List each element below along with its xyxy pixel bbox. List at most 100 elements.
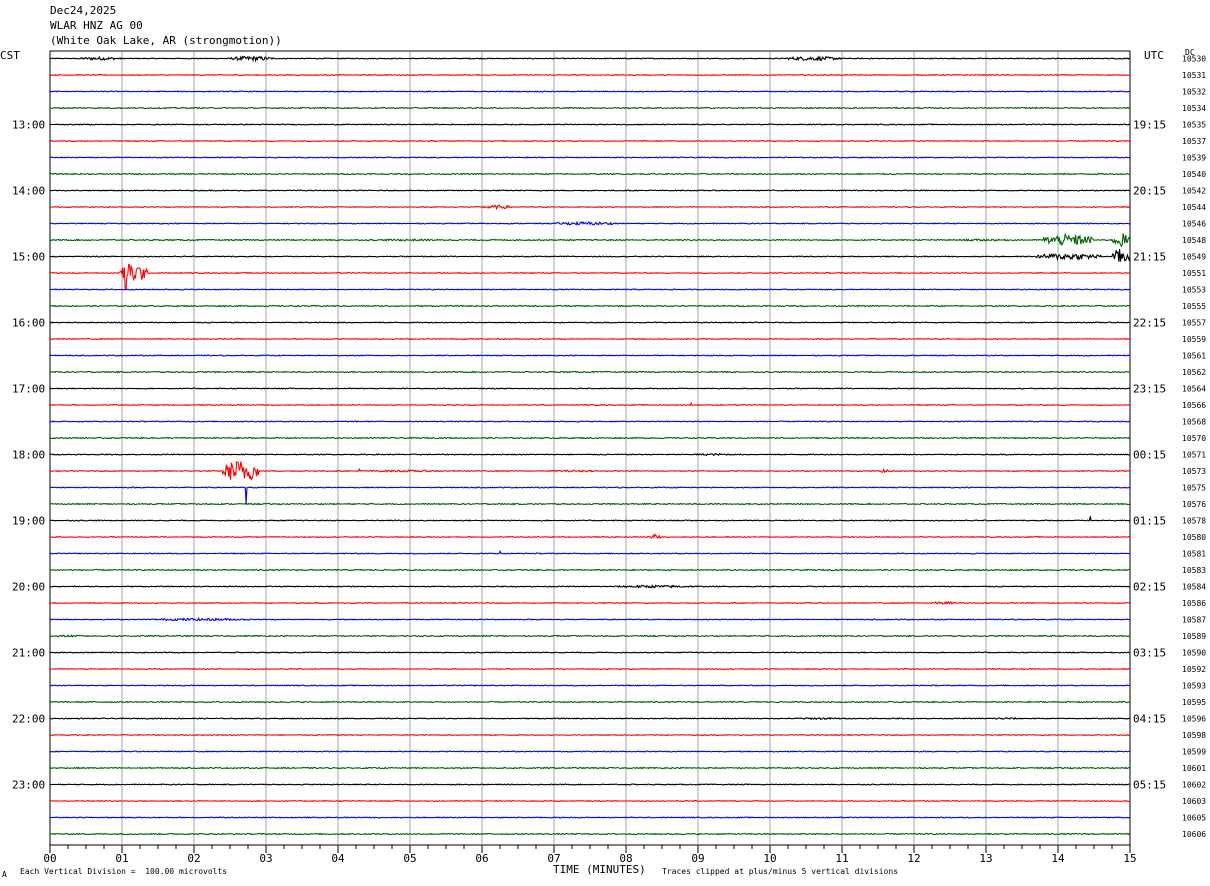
trace-line — [49, 354, 1131, 357]
dc-offset-label: 10598 — [1182, 731, 1206, 740]
utc-hour-label: 00:15 — [1133, 449, 1166, 462]
utc-hour-label: 03:15 — [1133, 647, 1166, 660]
x-tick-label: 15 — [1123, 852, 1136, 865]
trace-line — [49, 600, 1131, 606]
trace-line — [49, 502, 1131, 506]
dc-offset-label: 10595 — [1182, 698, 1206, 707]
trace-line — [49, 420, 1131, 423]
trace-line — [49, 321, 1130, 324]
utc-hour-label: 05:15 — [1133, 779, 1166, 792]
utc-label: UTC — [1144, 49, 1164, 62]
dc-offset-label: 10578 — [1182, 517, 1206, 526]
x-tick-label: 01 — [115, 852, 128, 865]
trace-line — [49, 55, 1131, 63]
dc-offset-label: 10540 — [1182, 170, 1206, 179]
cst-hour-label: 16:00 — [12, 317, 45, 330]
trace-line — [49, 799, 1131, 803]
dc-offset-label: 10571 — [1182, 451, 1206, 460]
trace-line — [49, 172, 1131, 176]
trace-line — [50, 249, 1131, 262]
trace-line — [49, 634, 1131, 638]
trace-line — [49, 766, 1131, 770]
dc-label: DC — [1185, 48, 1195, 57]
utc-hour-label: 21:15 — [1133, 251, 1166, 264]
dc-offset-label: 10573 — [1182, 467, 1206, 476]
dc-offset-label: 10580 — [1182, 533, 1206, 542]
x-tick-label: 12 — [907, 852, 920, 865]
dc-offset-label: 10539 — [1182, 154, 1206, 163]
dc-offset-label: 10596 — [1182, 715, 1206, 724]
dc-offset-label: 10551 — [1182, 269, 1206, 278]
station-id: WLAR HNZ AG 00 — [50, 19, 143, 32]
dc-offset-label: 10544 — [1182, 203, 1206, 212]
dc-offset-label: 10593 — [1182, 682, 1206, 691]
trace-line — [49, 436, 1131, 440]
trace-line — [49, 337, 1131, 341]
dc-offset-label: 10534 — [1182, 104, 1206, 113]
trace-line — [49, 486, 1130, 504]
trace-line — [49, 452, 1131, 457]
trace-line — [49, 232, 1131, 248]
cst-hour-label: 22:00 — [12, 713, 45, 726]
station-location: (White Oak Lake, AR (strongmotion)) — [50, 34, 282, 47]
dc-offset-label: 10587 — [1182, 616, 1206, 625]
dc-offset-label: 10530 — [1182, 55, 1206, 64]
trace-line — [49, 700, 1131, 704]
x-tick-label: 04 — [331, 852, 345, 865]
dc-offset-label: 10531 — [1182, 71, 1206, 80]
dc-offset-label: 10568 — [1182, 418, 1206, 427]
trace-line — [49, 549, 1131, 555]
dc-offset-label: 10557 — [1182, 319, 1206, 328]
trace-line — [49, 584, 1131, 589]
trace-line — [50, 816, 1131, 819]
dc-offset-label: 10581 — [1182, 550, 1206, 559]
dc-offset-label: 10555 — [1182, 302, 1206, 311]
trace-line — [49, 370, 1130, 374]
dc-offset-label: 10564 — [1182, 385, 1206, 394]
trace-line — [49, 263, 1131, 290]
x-axis-title: TIME (MINUTES) — [553, 863, 646, 876]
dc-offset-label: 10603 — [1182, 797, 1206, 806]
cst-hour-label: 17:00 — [12, 383, 45, 396]
dc-offset-label: 10559 — [1182, 335, 1206, 344]
dc-offset-label: 10562 — [1182, 368, 1206, 377]
utc-hour-label: 02:15 — [1133, 581, 1166, 594]
x-tick-label: 03 — [259, 852, 272, 865]
dc-offset-label: 10599 — [1182, 748, 1206, 757]
x-tick-label: 11 — [835, 852, 848, 865]
scale-note: Each Vertical Division = 100.00 microvol… — [20, 867, 228, 876]
dc-offset-label: 10575 — [1182, 484, 1206, 493]
cst-label: CST — [0, 49, 20, 62]
plot-date: Dec24,2025 — [50, 4, 117, 17]
utc-hour-label: 01:15 — [1133, 515, 1166, 528]
trace-line — [49, 684, 1131, 687]
dc-offset-label: 10549 — [1182, 253, 1206, 262]
dc-offset-label: 10546 — [1182, 220, 1206, 229]
dc-offset-label: 10566 — [1182, 401, 1206, 410]
trace-line — [49, 156, 1131, 159]
cst-hour-label: 15:00 — [12, 251, 45, 264]
trace-line — [49, 750, 1131, 753]
x-tick-label: 07 — [547, 852, 560, 865]
trace-line — [49, 616, 1131, 622]
trace-line — [49, 832, 1130, 836]
trace-line — [50, 106, 1131, 110]
trace-line — [49, 220, 1131, 226]
x-tick-label: 05 — [403, 852, 416, 865]
dc-offset-label: 10537 — [1182, 137, 1206, 146]
dc-offset-label: 10606 — [1182, 830, 1206, 839]
dc-offset-label: 10592 — [1182, 665, 1206, 674]
x-tick-label: 13 — [979, 852, 992, 865]
dc-offset-label: 10586 — [1182, 599, 1206, 608]
utc-hour-label: 19:15 — [1133, 119, 1166, 132]
dc-offset-label: 10589 — [1182, 632, 1206, 641]
trace-line — [49, 783, 1131, 786]
dc-offset-label: 10542 — [1182, 187, 1206, 196]
trace-line — [49, 288, 1131, 291]
x-tick-label: 09 — [691, 852, 704, 865]
utc-hour-label: 23:15 — [1133, 383, 1166, 396]
cst-hour-label: 14:00 — [12, 185, 45, 198]
dc-offset-label: 10561 — [1182, 352, 1206, 361]
x-tick-label: 00 — [43, 852, 56, 865]
dc-offset-label: 10601 — [1182, 764, 1206, 773]
